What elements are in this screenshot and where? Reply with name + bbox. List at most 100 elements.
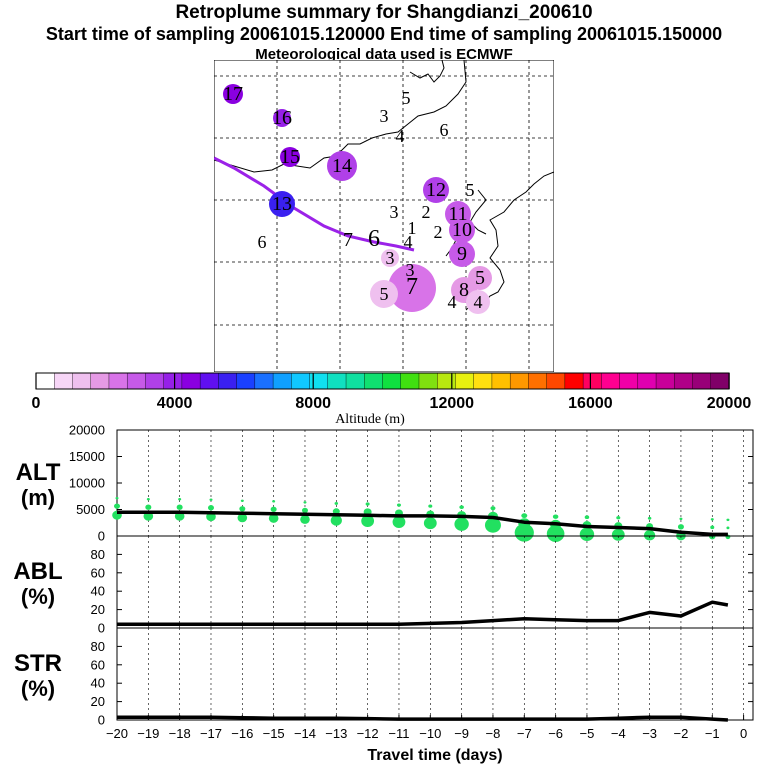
x-tick-label: −3 [642, 726, 657, 741]
plume-blob-5 [370, 280, 398, 308]
colorbar-cell [236, 372, 256, 390]
alt-marker [454, 517, 469, 531]
plume-day-label-3: 3 [390, 202, 399, 222]
alt-marker-top [584, 515, 590, 520]
colorbar-cell [437, 372, 457, 390]
alt-marker-top [240, 499, 244, 502]
colorbar-cell [637, 372, 657, 390]
str-frame [116, 627, 754, 721]
colorbar-cell [309, 372, 329, 390]
alt-ytick-label: 0 [98, 529, 105, 544]
alt-marker-top [459, 505, 464, 509]
alt-marker-upper [239, 506, 246, 512]
x-tick-label: −13 [325, 726, 347, 741]
alt-marker-top [726, 518, 730, 522]
meteo-source: Meteorological data used is ECMWF [255, 46, 513, 63]
colorbar-tick-label: 4000 [157, 395, 193, 412]
x-tick-label: −14 [294, 726, 316, 741]
plume-blob-17 [223, 84, 243, 104]
colorbar-cell [455, 372, 475, 390]
plume-day-label-3: 3 [406, 260, 415, 280]
plume-day-label-5: 5 [475, 267, 485, 289]
colorbar-cell [327, 372, 347, 390]
plume-day-label-5: 5 [402, 88, 411, 108]
colorbar-cell [181, 372, 201, 390]
plume-day-label-9: 9 [457, 243, 467, 265]
colorbar-cell [601, 372, 621, 390]
x-tick-label: −9 [454, 726, 469, 741]
alt-series-line [117, 510, 728, 537]
alt-marker [330, 515, 342, 526]
x-tick-label: −4 [611, 726, 626, 741]
abl-unit-label: (%) [21, 584, 55, 609]
alt-ytick-label: 20000 [69, 423, 105, 438]
alt-marker-upper [145, 504, 152, 510]
alt-marker [237, 513, 248, 523]
colorbar-cell [126, 372, 147, 390]
alt-marker-top [178, 498, 182, 501]
colorbar-cell [35, 372, 55, 390]
alt-marker-top [303, 501, 307, 504]
str-ytick-label: 0 [98, 713, 105, 728]
plume-day-label-6: 6 [368, 226, 380, 252]
colorbar-cell [145, 372, 165, 390]
colorbar-tick-label: 12000 [430, 395, 475, 412]
alt-ytick-label: 15000 [69, 449, 105, 464]
colorbar-cell [710, 372, 730, 390]
alt-marker-top [396, 503, 401, 507]
colorbar-cell [582, 372, 603, 390]
alt-marker [579, 527, 595, 541]
x-tick-label: −20 [106, 726, 128, 741]
sampling-time: Start time of sampling 20061015.120000 E… [45, 24, 723, 44]
alt-marker-top [616, 516, 621, 520]
x-tick-label: −12 [357, 726, 379, 741]
x-tick-label: −17 [200, 726, 222, 741]
alt-unit-label: (m) [21, 485, 55, 510]
plume-day-label-5: 5 [466, 180, 475, 200]
plume-day-label-4: 4 [404, 232, 413, 252]
colorbar-cell [72, 372, 92, 390]
colorbar-cell [528, 372, 548, 390]
colorbar-tick-label: 20000 [707, 395, 752, 412]
x-tick-label: −8 [486, 726, 501, 741]
colorbar-cell [199, 372, 220, 390]
plume-blob-7 [388, 264, 436, 312]
colorbar-cell [218, 372, 238, 390]
colorbar-cell [382, 372, 402, 390]
colorbar-cell [655, 372, 675, 390]
str-ytick-label: 20 [91, 694, 105, 709]
plume-day-label-3: 3 [386, 248, 395, 268]
str-axis-label: STR [14, 650, 62, 677]
plume-blob-9 [449, 241, 475, 267]
colorbar-cell [674, 372, 694, 390]
plume-day-label-6: 6 [440, 120, 449, 140]
plume-centroid-track [214, 156, 415, 252]
x-tick-label: −10 [419, 726, 441, 741]
plume-day-label-11: 11 [448, 203, 467, 225]
alt-marker [300, 514, 310, 524]
plume-blob-10 [449, 217, 475, 243]
altitude-colorbar: 0 4000 8000 12000 16000 20000 Altitude (m) [32, 372, 752, 427]
x-tick-label: −6 [548, 726, 563, 741]
str-ytick-label: 40 [91, 676, 105, 691]
alt-marker [361, 514, 375, 527]
colorbar-cell [254, 372, 274, 390]
x-tick-label: −15 [263, 726, 285, 741]
plume-blob-12 [423, 177, 449, 203]
alt-marker [143, 511, 154, 521]
x-tick-label: −18 [169, 726, 191, 741]
plume-day-label-17: 17 [223, 83, 243, 105]
plume-day-label-15: 15 [280, 146, 300, 168]
alt-marker-upper [270, 506, 277, 513]
colorbar-cell [54, 372, 74, 390]
alt-marker [484, 517, 501, 533]
plume-blob-3 [381, 249, 399, 267]
plume-day-label-8: 8 [459, 279, 469, 301]
x-tick-label: −1 [705, 726, 720, 741]
colorbar-label: Altitude (m) [335, 412, 405, 427]
alt-marker-top [272, 500, 276, 503]
abl-ytick-label: 40 [91, 584, 105, 599]
alt-marker [546, 525, 565, 542]
